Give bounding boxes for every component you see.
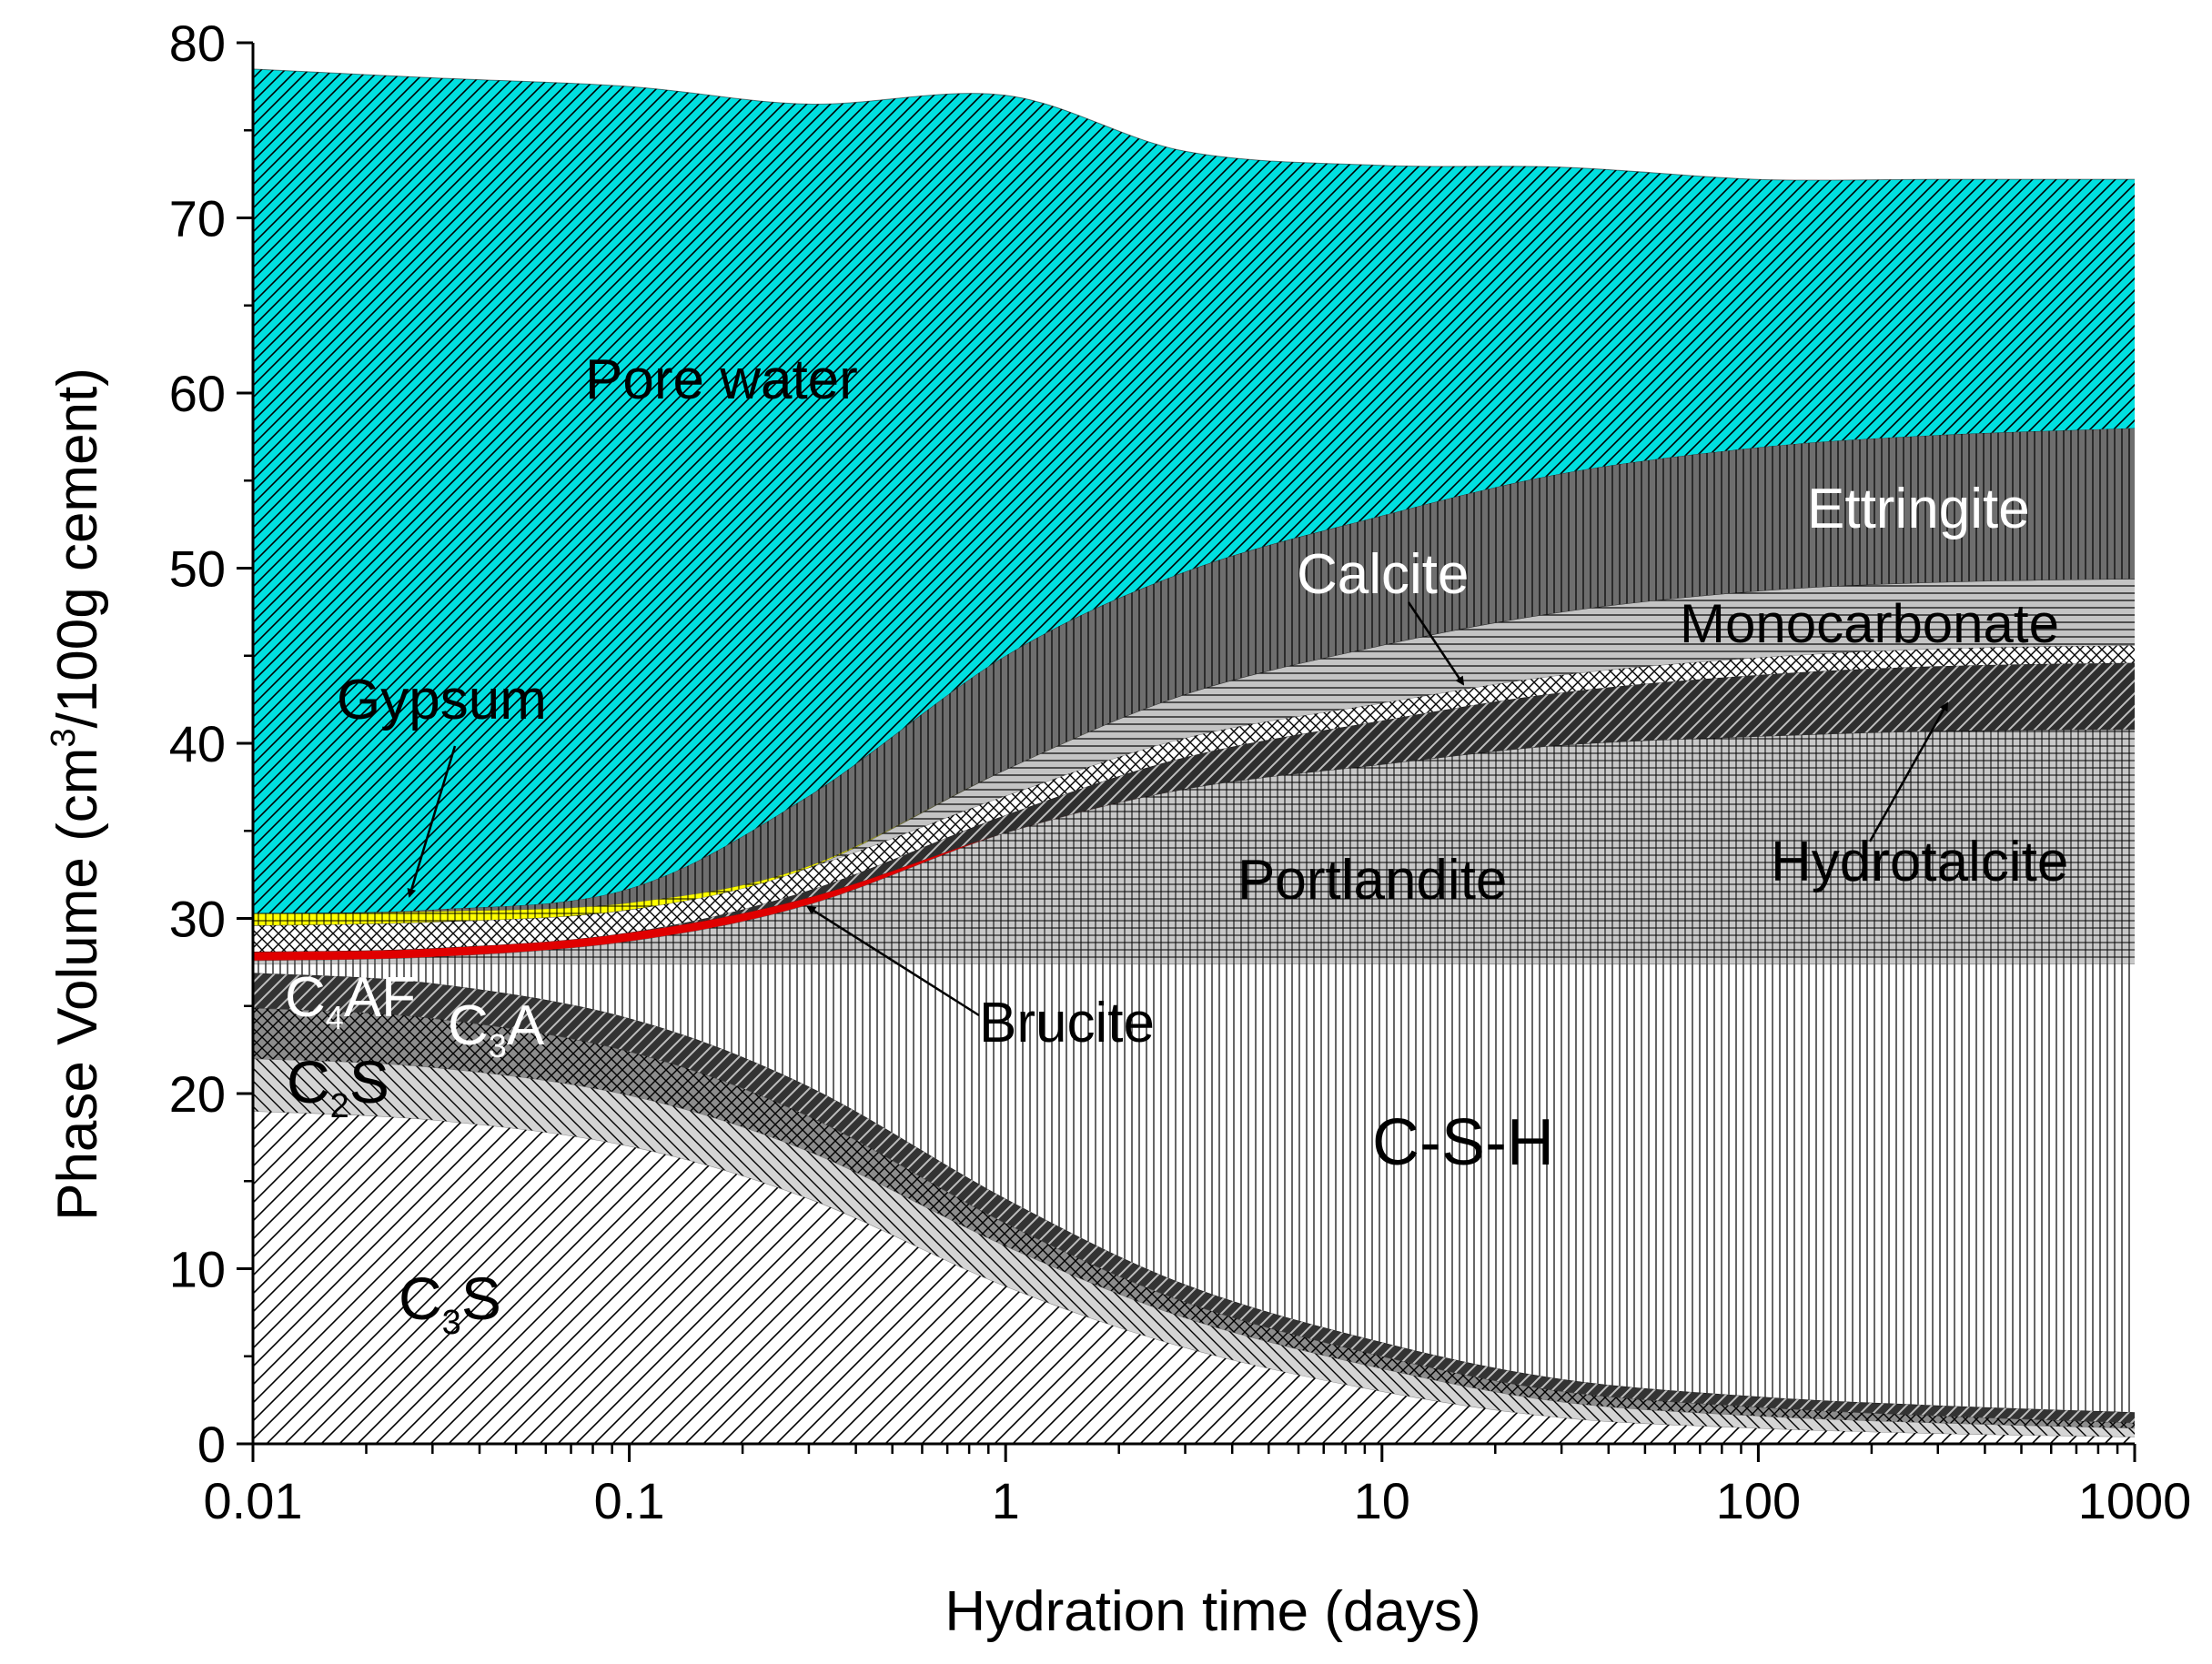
y-tick-label: 0 bbox=[197, 1416, 226, 1473]
x-tick-label: 1000 bbox=[2078, 1472, 2192, 1529]
y-tick-label: 30 bbox=[169, 891, 226, 948]
y-tick-label: 50 bbox=[169, 540, 226, 598]
label-c3a-rest: A bbox=[507, 994, 545, 1057]
label-gypsum: Gypsum bbox=[337, 669, 547, 731]
x-tick-label: 0.01 bbox=[204, 1472, 303, 1529]
label-c4af: C4AF bbox=[285, 966, 416, 1036]
label-c3s-sub: 3 bbox=[442, 1304, 461, 1342]
stacked-areas bbox=[253, 69, 2135, 1444]
label-c2s-rest: S bbox=[349, 1048, 389, 1115]
label-c2s-main: C bbox=[287, 1048, 330, 1115]
y-axis-title-suffix: /100g cement) bbox=[46, 368, 109, 728]
label-c3a-main: C bbox=[448, 994, 489, 1057]
label-calcite: Calcite bbox=[1297, 543, 1470, 606]
y-tick-label: 80 bbox=[169, 15, 226, 72]
label-c3s-rest: S bbox=[461, 1265, 501, 1332]
x-tick-label: 1 bbox=[992, 1472, 1020, 1529]
y-tick-label: 40 bbox=[169, 715, 226, 772]
x-tick-label: 100 bbox=[1716, 1472, 1801, 1529]
y-axis-title-prefix: Phase Volume (cm bbox=[46, 748, 109, 1221]
y-axis-title: Phase Volume (cm3/100g cement) bbox=[45, 368, 109, 1221]
label-portlandite: Portlandite bbox=[1237, 849, 1507, 912]
label-brucite: Brucite bbox=[979, 992, 1155, 1054]
label-c3s-main: C bbox=[399, 1265, 442, 1332]
label-c4af-main: C bbox=[285, 966, 326, 1029]
y-tick-label: 10 bbox=[169, 1241, 226, 1298]
label-c3a-sub: 3 bbox=[489, 1027, 507, 1064]
label-monocarbonate: Monocarbonate bbox=[1680, 593, 2059, 654]
label-ettringite: Ettringite bbox=[1807, 478, 2030, 540]
y-tick-label: 20 bbox=[169, 1065, 226, 1123]
label-pore-water: Pore water bbox=[585, 348, 858, 411]
label-c4af-sub: 4 bbox=[326, 999, 344, 1036]
x-tick-label: 10 bbox=[1354, 1472, 1410, 1529]
label-csh: C-S-H bbox=[1372, 1106, 1554, 1179]
x-tick-label: 0.1 bbox=[594, 1472, 665, 1529]
label-hydrotalcite: Hydrotalcite bbox=[1771, 831, 2068, 893]
y-tick-label: 60 bbox=[169, 365, 226, 422]
label-c2s-sub: 2 bbox=[330, 1087, 349, 1125]
x-axis-title: Hydration time (days) bbox=[944, 1580, 1480, 1643]
y-tick-label: 70 bbox=[169, 190, 226, 247]
label-c4af-rest: AF bbox=[344, 966, 416, 1029]
y-axis-title-sup: 3 bbox=[45, 728, 83, 747]
